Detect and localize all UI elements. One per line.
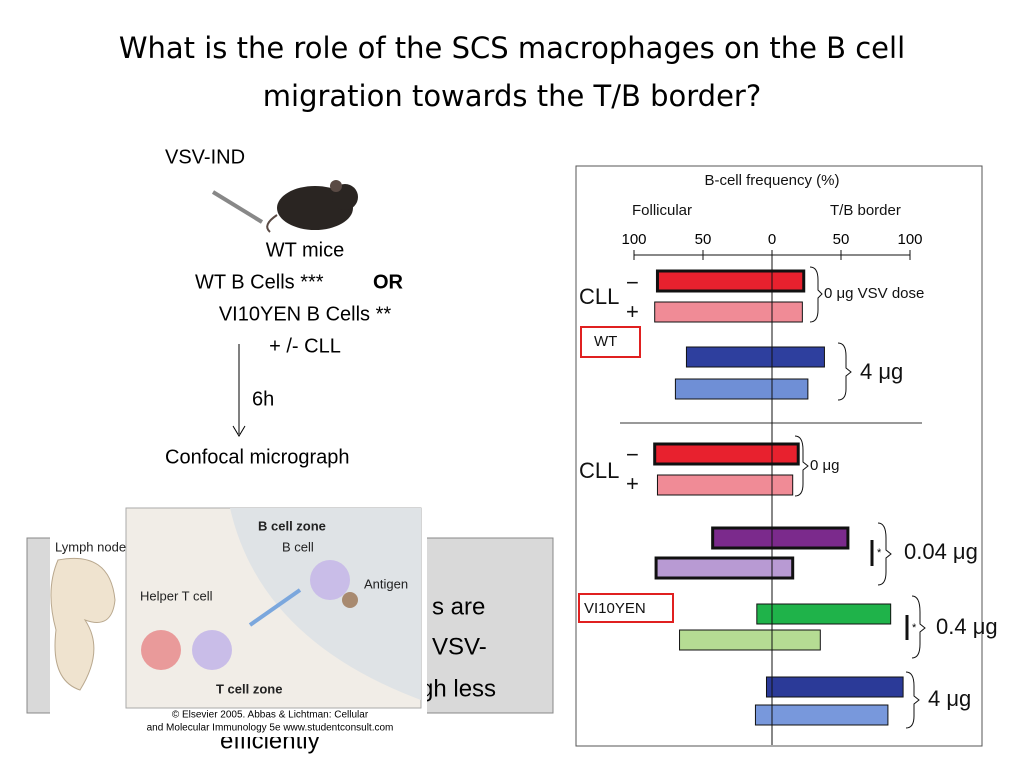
mice: WT mice [266,239,345,261]
brace [837,342,852,401]
axis-label: Follicular [632,202,692,219]
bar [685,346,825,368]
text-fragment: gh less [420,675,496,702]
highlight-box [578,593,674,623]
bar [654,301,803,323]
figure-credit: © Elsevier 2005. Abbas & Lichtman: Cellu… [172,710,369,721]
tick-label: 100 [621,231,646,248]
readout: Confocal micrograph [165,446,350,468]
brace [911,595,926,659]
bar [756,603,892,625]
title: migration towards the T/B border? [263,79,761,113]
chart-title: B-cell frequency (%) [704,172,839,189]
arrow-head [232,425,246,437]
figure-credit: and Molecular Immunology 5e www.studentc… [147,723,394,734]
bar [653,442,800,466]
figure-label: B cell [282,539,314,554]
figure-image: Lymph node B cell zone B cell Helper T c… [50,505,427,737]
brace [905,671,920,729]
brace [794,435,809,497]
mouse-illustration [211,180,358,233]
figure-label: Antigen [364,576,408,591]
axis-label: T/B border [830,202,901,219]
bar [655,269,806,293]
cells: WT B Cells *** [195,271,324,293]
or: OR [373,271,404,293]
label: + [626,471,639,496]
label: CLL [579,458,619,483]
label: * [912,622,917,634]
tick-label: 100 [897,231,922,248]
label: * [877,547,882,559]
bar [674,378,809,400]
text-fragment: s are [432,593,485,620]
brace [877,522,892,586]
virus: VSV-IND [165,146,245,168]
tick-label: 0 [768,231,776,248]
label: 0.4 μg [936,614,998,639]
text-fragment: VSV- [432,633,487,660]
bar [711,526,850,550]
label: 0 μg VSV dose [824,285,924,302]
label: CLL [579,284,619,309]
time: 6h [252,388,274,410]
bar [679,629,821,651]
bar [765,676,904,698]
label: 0 μg [810,457,840,474]
label: − [626,442,639,467]
treatment: + /- CLL [269,335,341,357]
tick-label: 50 [695,231,712,248]
chart: B-cell frequency (%) Follicular T/B bord… [575,165,998,747]
cells: VI10YEN B Cells ** [219,303,392,325]
label: 0.04 μg [904,539,978,564]
figure-label: Lymph node [55,539,126,554]
title: What is the role of the SCS macrophages … [119,31,905,65]
label: WT [594,333,617,350]
figure-label: Helper T cell [140,588,213,603]
figure-label: T cell zone [216,681,282,696]
label: 4 μg [928,686,971,711]
figure-label: B cell zone [258,518,326,533]
label: 4 μg [860,359,903,384]
bar [654,556,795,580]
bar [656,474,794,496]
label: + [626,299,639,324]
highlight-box [580,326,641,358]
bar [754,704,889,726]
label: VI10YEN [584,600,646,617]
label: − [626,270,639,295]
tick-label: 50 [833,231,850,248]
brace [809,266,823,323]
